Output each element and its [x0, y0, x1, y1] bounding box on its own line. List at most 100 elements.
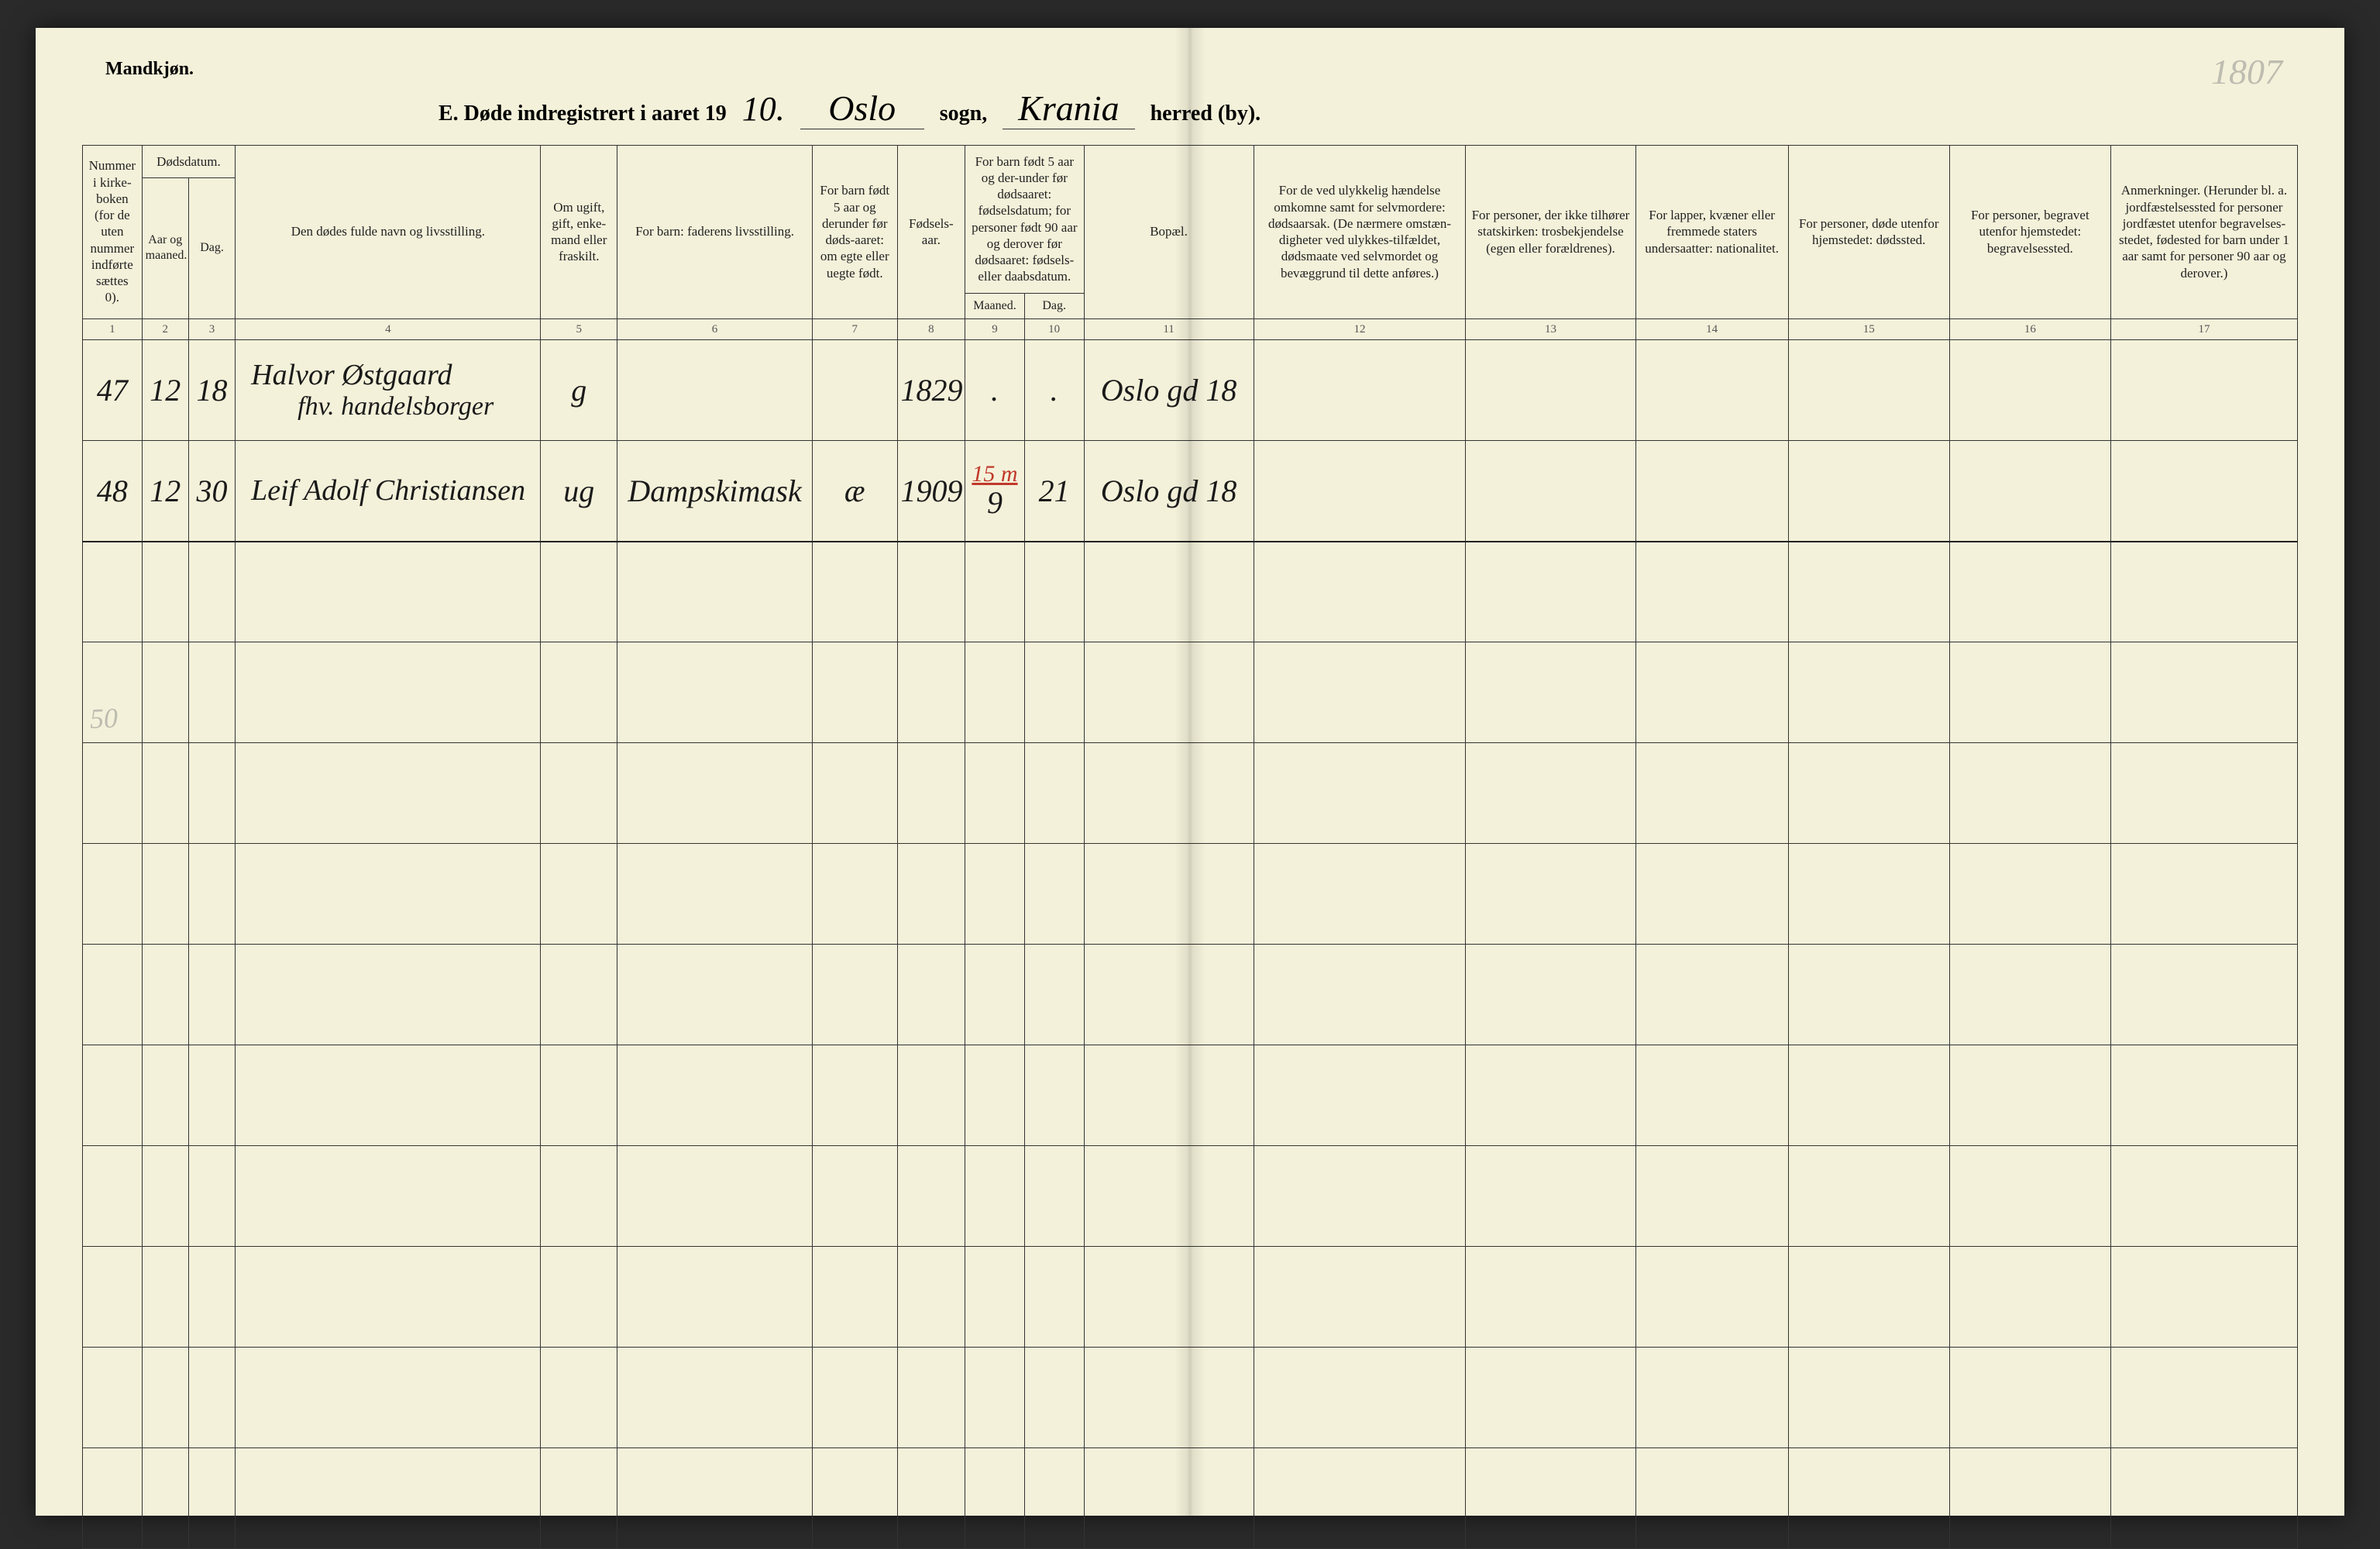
hdr-col9: Maaned. [965, 293, 1025, 318]
cell-c8: 1829 [897, 340, 965, 441]
empty-cell [965, 844, 1025, 945]
empty-cell [83, 844, 143, 945]
colnum: 1 [83, 318, 143, 340]
empty-cell [1254, 542, 1466, 642]
cell-c6: Dampskimask [617, 441, 813, 542]
cell-c3: 18 [188, 340, 235, 441]
empty-cell [236, 1448, 541, 1549]
empty-cell [188, 743, 235, 844]
empty-cell [2110, 1247, 2297, 1348]
empty-cell [1788, 1247, 1949, 1348]
empty-cell [1949, 1348, 2110, 1448]
empty-cell [541, 743, 617, 844]
empty-cell [1635, 1348, 1788, 1448]
cell-c1: 47 [83, 340, 143, 441]
empty-cell [1635, 1045, 1788, 1146]
empty-cell [1254, 1348, 1466, 1448]
herred-label: herred (by). [1150, 102, 1261, 126]
empty-cell [541, 1348, 617, 1448]
empty-cell [1084, 1247, 1254, 1348]
cell-c8: 1909 [897, 441, 965, 542]
table-row-blank [83, 642, 2298, 743]
empty-cell [541, 844, 617, 945]
empty-cell [897, 1348, 965, 1448]
empty-cell [1635, 542, 1788, 642]
empty-cell [142, 1045, 188, 1146]
cell-c4: Leif Adolf Christiansen [236, 441, 541, 542]
empty-cell [2110, 945, 2297, 1045]
cell-c11: Oslo gd 18 [1084, 441, 1254, 542]
empty-cell [541, 1045, 617, 1146]
empty-cell [188, 642, 235, 743]
empty-cell [1949, 844, 2110, 945]
cell-c16 [1949, 340, 2110, 441]
table-header: Nummer i kirke-boken (for de uten nummer… [83, 145, 2298, 340]
empty-cell [1084, 642, 1254, 743]
colnum: 11 [1084, 318, 1254, 340]
empty-cell [236, 844, 541, 945]
cell-c16 [1949, 441, 2110, 542]
empty-cell [813, 1146, 898, 1247]
empty-cell [1635, 1146, 1788, 1247]
hdr-col9-10: For barn født 5 aar og der-under før død… [965, 145, 1084, 293]
cell-value: 9 [987, 485, 1003, 520]
empty-cell [188, 542, 235, 642]
table-row-blank [83, 945, 2298, 1045]
gender-label: Mandkjøn. [82, 59, 2298, 80]
empty-cell [1466, 1045, 1635, 1146]
empty-cell [897, 1247, 965, 1348]
empty-cell [142, 1348, 188, 1448]
table-row-blank [83, 1247, 2298, 1348]
cell-c6 [617, 340, 813, 441]
empty-cell [541, 945, 617, 1045]
empty-cell [1084, 844, 1254, 945]
empty-cell [965, 642, 1025, 743]
empty-cell [236, 542, 541, 642]
colnum: 3 [188, 318, 235, 340]
table-body: 471218Halvor Østgaardfhv. handelsborgerg… [83, 340, 2298, 1549]
empty-cell [617, 844, 813, 945]
empty-cell [1254, 743, 1466, 844]
empty-cell [1635, 945, 1788, 1045]
cell-c2: 12 [142, 340, 188, 441]
empty-cell [965, 1448, 1025, 1549]
hdr-col10: Dag. [1024, 293, 1084, 318]
red-correction-note: 15 m [968, 460, 1021, 489]
empty-cell [83, 743, 143, 844]
colnum: 17 [2110, 318, 2297, 340]
empty-cell [1635, 743, 1788, 844]
empty-cell [541, 542, 617, 642]
table-row-blank [83, 743, 2298, 844]
empty-cell [965, 945, 1025, 1045]
empty-cell [2110, 642, 2297, 743]
hdr-col4: Den dødes fulde navn og livsstilling. [236, 145, 541, 318]
empty-cell [188, 844, 235, 945]
empty-cell [897, 642, 965, 743]
empty-cell [1949, 542, 2110, 642]
empty-cell [236, 1146, 541, 1247]
empty-cell [897, 743, 965, 844]
cell-c17 [2110, 441, 2297, 542]
empty-cell [1788, 1448, 1949, 1549]
empty-cell [236, 743, 541, 844]
empty-cell [617, 542, 813, 642]
table-row: 471218Halvor Østgaardfhv. handelsborgerg… [83, 340, 2298, 441]
empty-cell [1254, 642, 1466, 743]
empty-cell [541, 1448, 617, 1549]
cell-c13 [1466, 441, 1635, 542]
empty-cell [1466, 844, 1635, 945]
title-line: E. Døde indregistrert i aaret 1910. Oslo… [82, 88, 2298, 129]
empty-cell [897, 1045, 965, 1146]
table-row-blank [83, 542, 2298, 642]
empty-cell [1084, 743, 1254, 844]
empty-cell [142, 542, 188, 642]
cell-c10: . [1024, 340, 1084, 441]
column-number-row: 1 2 3 4 5 6 7 8 9 10 11 12 13 14 15 16 1… [83, 318, 2298, 340]
empty-cell [813, 844, 898, 945]
empty-cell [1254, 1045, 1466, 1146]
empty-cell [813, 743, 898, 844]
corner-page-number: 1807 [2211, 51, 2282, 92]
empty-cell [1788, 844, 1949, 945]
empty-cell [1949, 743, 2110, 844]
empty-cell [188, 1146, 235, 1247]
